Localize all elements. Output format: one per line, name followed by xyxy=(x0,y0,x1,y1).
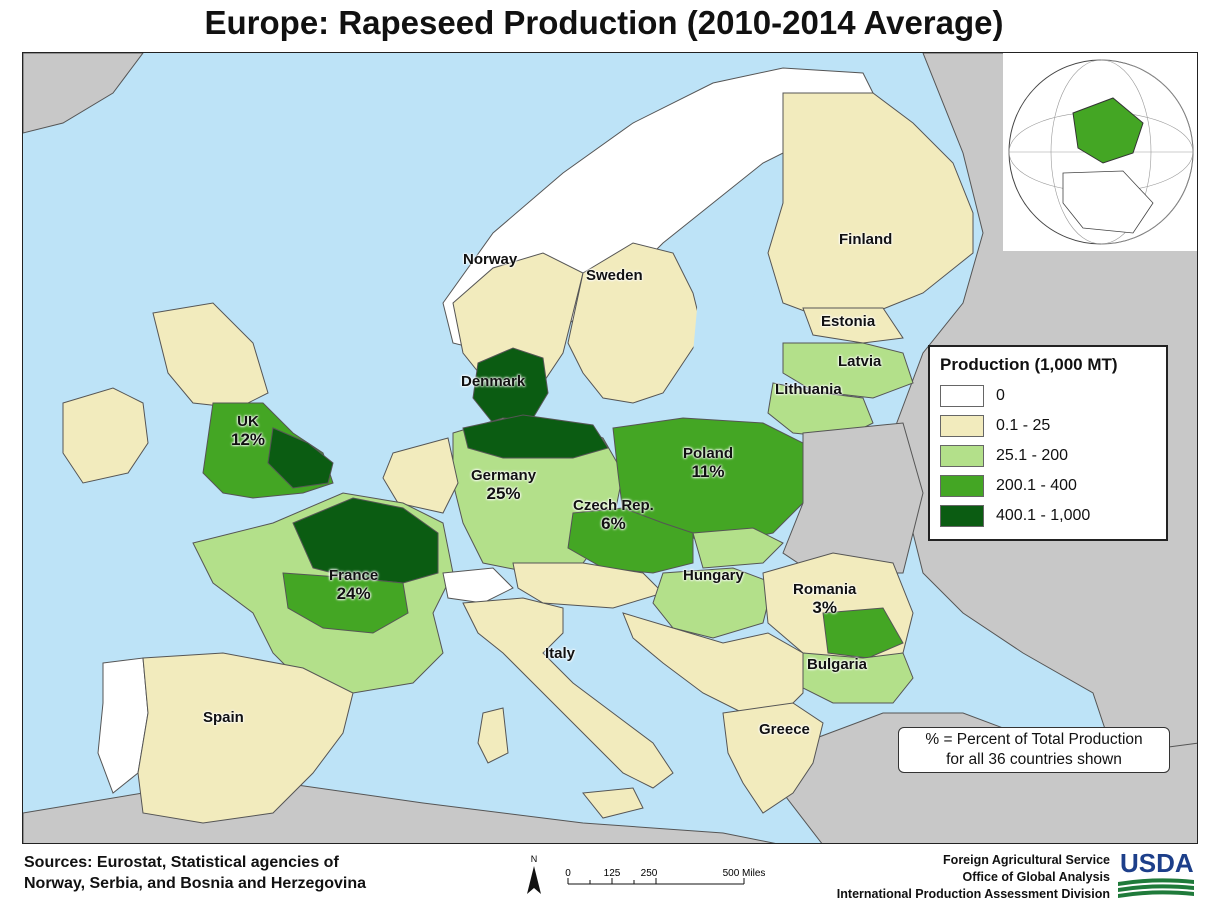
legend-swatch xyxy=(940,445,984,467)
legend-swatch xyxy=(940,385,984,407)
greece xyxy=(722,702,824,814)
label-bulgaria: Bulgaria xyxy=(807,656,868,673)
label-hungary: Hungary xyxy=(683,567,744,584)
usda-logo-text: USDA xyxy=(1120,848,1194,878)
inset-globe xyxy=(1003,53,1197,251)
label-latvia: Latvia xyxy=(838,353,882,370)
czech-rep xyxy=(567,507,694,574)
label-denmark: Denmark xyxy=(461,373,526,390)
legend-label: 400.1 - 1,000 xyxy=(996,507,1091,524)
ireland xyxy=(62,387,149,484)
legend-label: 25.1 - 200 xyxy=(996,447,1069,464)
belarus-ukraine xyxy=(782,422,924,574)
slovakia xyxy=(692,527,784,569)
legend-item: 25.1 - 200 xyxy=(940,441,1156,471)
agency-line-2: Office of Global Analysis xyxy=(962,870,1111,884)
label-romania: Romania 3% xyxy=(793,581,857,617)
map-title: Europe: Rapeseed Production (2010-2014 A… xyxy=(204,4,1004,41)
percent-note: % = Percent of Total Production for all … xyxy=(898,727,1170,773)
legend-swatch xyxy=(940,415,984,437)
label-uk: UK 12% xyxy=(231,413,266,449)
note-line-1: % = Percent of Total Production xyxy=(925,731,1143,748)
sicily xyxy=(582,787,644,819)
france-center xyxy=(282,572,409,634)
uk-east xyxy=(267,427,334,489)
africa-region xyxy=(23,782,776,843)
latvia xyxy=(782,342,914,399)
label-italy: Italy xyxy=(545,645,576,662)
france-core xyxy=(292,497,439,584)
agency-credits: Foreign Agricultural Service Office of G… xyxy=(800,852,1110,903)
legend-swatch xyxy=(940,505,984,527)
hungary xyxy=(652,567,774,639)
legend-label: 0.1 - 25 xyxy=(996,417,1051,434)
north-label: N xyxy=(531,854,538,864)
scale-tick-0: 0 xyxy=(565,868,571,879)
legend-item: 0 xyxy=(940,381,1156,411)
germany-north xyxy=(462,414,609,459)
sources: Sources: Eurostat, Statistical agencies … xyxy=(24,852,366,894)
austria xyxy=(512,562,664,609)
label-sweden: Sweden xyxy=(586,267,643,284)
baltic-sea xyxy=(693,203,773,393)
finland xyxy=(767,92,974,319)
romania-south xyxy=(822,607,904,659)
benelux xyxy=(382,437,459,514)
sardinia xyxy=(477,707,509,764)
label-france: France 24% xyxy=(329,567,379,603)
usda-logo: USDA xyxy=(1114,848,1198,900)
bulgaria xyxy=(802,652,914,704)
agency-line-3: International Production Assessment Divi… xyxy=(836,887,1110,901)
label-czech-rep: Czech Rep. 6% xyxy=(573,497,654,533)
uk-north xyxy=(152,302,269,409)
norway xyxy=(452,252,584,394)
estonia xyxy=(802,307,904,344)
agency-line-1: Foreign Agricultural Service xyxy=(943,853,1110,867)
legend: Production (1,000 MT) 0 0.1 - 25 25.1 - … xyxy=(928,345,1168,541)
legend-item: 200.1 - 400 xyxy=(940,471,1156,501)
scale-tick-125: 125 xyxy=(604,868,621,879)
scale-tick-500: 500 Miles xyxy=(723,868,766,879)
legend-item: 400.1 - 1,000 xyxy=(940,501,1156,531)
legend-item: 0.1 - 25 xyxy=(940,411,1156,441)
legend-label: 0 xyxy=(996,387,1005,404)
label-poland: Poland 11% xyxy=(683,445,734,481)
north-arrow-icon xyxy=(527,866,541,894)
label-germany: Germany 25% xyxy=(471,467,537,503)
denmark xyxy=(472,347,549,424)
italy xyxy=(462,597,674,789)
sources-line-1: Sources: Eurostat, Statistical agencies … xyxy=(24,854,339,871)
legend-swatch xyxy=(940,475,984,497)
scale-tick-250: 250 xyxy=(641,868,658,879)
greenland-edge xyxy=(23,53,144,134)
label-spain: Spain xyxy=(203,709,244,726)
label-finland: Finland xyxy=(839,231,893,248)
legend-title: Production (1,000 MT) xyxy=(940,355,1118,374)
sweden xyxy=(567,242,704,404)
switzerland xyxy=(442,567,514,604)
label-estonia: Estonia xyxy=(821,313,876,330)
sources-line-2: Norway, Serbia, and Bosnia and Herzegovi… xyxy=(24,875,367,892)
scale-bar: N 0 125 250 500 Miles xyxy=(524,852,784,902)
legend-label: 200.1 - 400 xyxy=(996,477,1077,494)
label-lithuania: Lithuania xyxy=(775,381,842,398)
spain xyxy=(137,652,354,824)
poland xyxy=(612,417,804,544)
label-greece: Greece xyxy=(759,721,810,738)
label-norway: Norway xyxy=(463,251,518,268)
note-line-2: for all 36 countries shown xyxy=(946,751,1122,768)
